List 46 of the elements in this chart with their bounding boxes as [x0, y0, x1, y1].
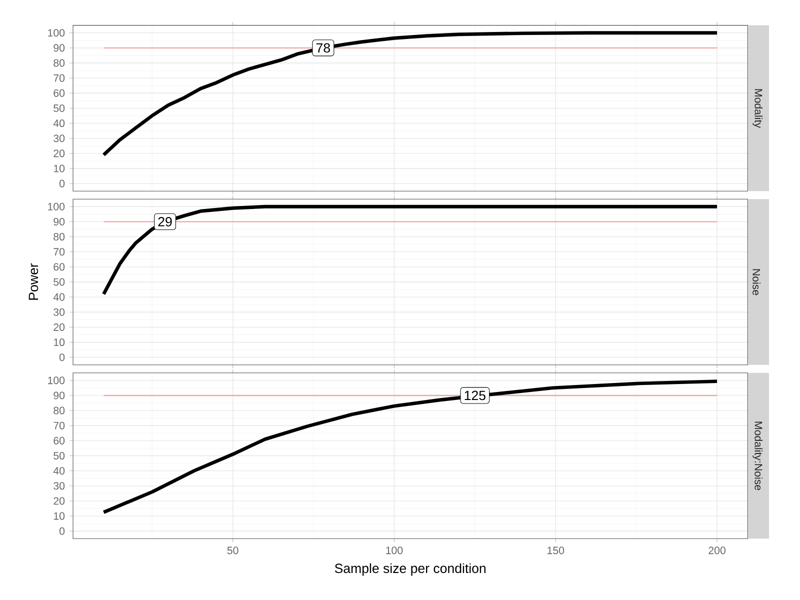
y-tick-label: 20 — [54, 323, 65, 331]
y-tick-label: 60 — [54, 263, 65, 271]
y-tick-label: 70 — [54, 248, 65, 256]
y-tick-label: 60 — [54, 89, 65, 97]
text: Modality — [752, 89, 763, 128]
y-tick-label: 90 — [54, 392, 65, 400]
y-tick-label: 10 — [54, 512, 65, 520]
y-tick-label: 40 — [53, 293, 65, 301]
y-tick-label: 30 — [54, 134, 65, 142]
y-tick-label: 100 — [48, 376, 65, 384]
y-tick-label: 0 — [59, 354, 65, 362]
y-tick-label: 50 — [54, 278, 65, 286]
x-tick-label: 100 — [386, 546, 403, 554]
y-tick-label: 30 — [54, 308, 65, 316]
y-tick-label: 20 — [54, 497, 65, 505]
annotation: 78 — [316, 43, 330, 53]
y-tick-label: 70 — [54, 422, 65, 430]
annotation: 29 — [158, 217, 172, 226]
y-tick-label: 20 — [54, 150, 65, 158]
y-tick-label: 90 — [54, 44, 65, 52]
y-tick-label: 90 — [54, 218, 65, 226]
y-tick-label: 10 — [54, 338, 65, 346]
line-series — [102, 204, 719, 296]
y-tick-label: 80 — [54, 406, 65, 414]
x-tick-label: 200 — [708, 546, 726, 554]
y-tick-label: 60 — [54, 436, 65, 444]
text: Noise — [752, 269, 760, 296]
y-tick-label: 10 — [54, 164, 65, 172]
line-series — [102, 380, 719, 514]
y-tick-label: 70 — [54, 74, 65, 82]
y-tick-label: 0 — [59, 180, 65, 188]
y-tick-label: 40 — [53, 467, 65, 475]
x-tick-label: 50 — [227, 546, 238, 554]
y-tick-label: 100 — [48, 29, 65, 37]
y-tick-label: 50 — [54, 452, 65, 460]
y-tick-label: 100 — [48, 202, 65, 210]
y-tick-label: 50 — [54, 104, 65, 112]
x-axis-title: Sample size per condition — [334, 563, 486, 576]
x-tick-label: 150 — [548, 546, 564, 554]
y-axis-title: Power — [28, 263, 38, 300]
y-tick-label: 30 — [54, 482, 65, 490]
y-tick-label: 80 — [54, 59, 65, 67]
y-tick-label: 40 — [53, 120, 65, 128]
y-tick-label: 0 — [59, 527, 65, 535]
text: Modality:Noise — [752, 422, 763, 490]
y-tick-label: 80 — [54, 233, 65, 241]
